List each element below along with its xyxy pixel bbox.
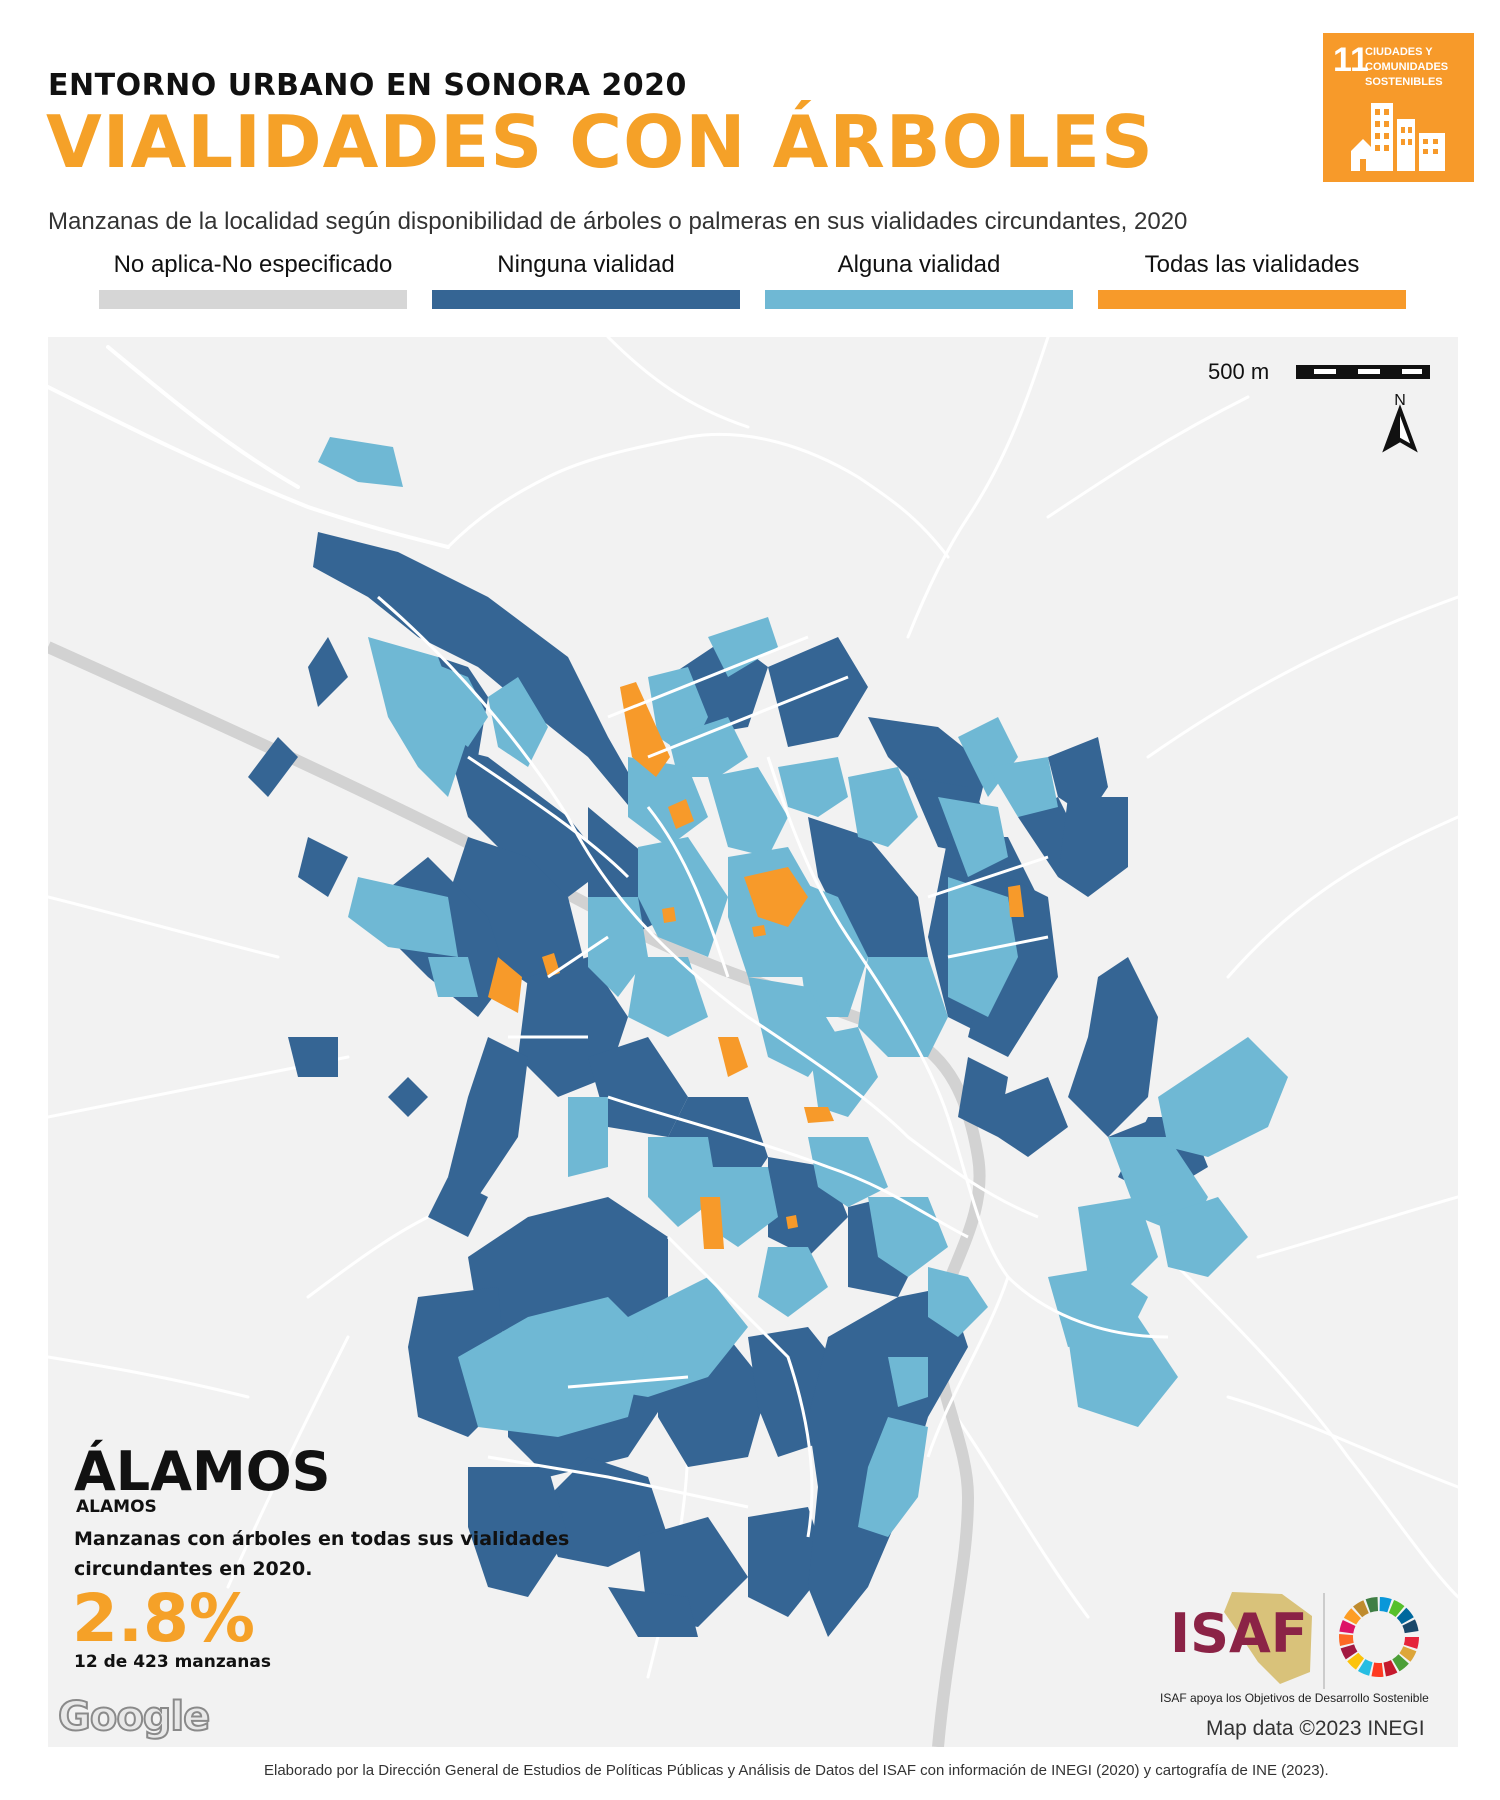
logo-divider [1323,1593,1325,1689]
sdg-11-badge: 11 CIUDADES Y COMUNIDADES SOSTENIBLES [1323,33,1474,182]
legend-swatch [432,290,740,309]
sonora-map-icon [1224,1592,1312,1684]
city-buildings-icon [1351,103,1445,171]
map-canvas[interactable] [48,337,1458,1747]
scale-bar-segment [1402,369,1422,374]
legend-label: Ninguna vialidad [497,251,675,278]
legend-item-ninguna: Ninguna vialidad [432,250,740,309]
legend-label: Todas las vialidades [1144,251,1360,278]
municipality-name: ALAMOS [76,1497,157,1517]
map-attribution: Map data ©2023 INEGI [1206,1717,1425,1740]
scale-label: 500 m [1208,359,1270,384]
legend-item-no-aplica: No aplica-No especificado [99,250,407,309]
subtitle: Manzanas de la localidad según disponibi… [48,208,1188,235]
sdg-number: 11 [1333,41,1369,79]
legend-label: No aplica-No especificado [113,251,393,278]
legend-swatch [765,290,1073,309]
isaf-logo: ISAF [1170,1602,1308,1665]
locality-name: ÁLAMOS [74,1440,331,1503]
google-logo: Google [57,1693,211,1741]
scale-bar-segment [1358,369,1380,374]
legend-swatch [1098,290,1406,309]
legend-swatch [99,290,407,309]
north-arrow-icon [1382,404,1418,453]
legend-label: Alguna vialidad [837,251,1001,278]
stat-count: 12 de 423 manzanas [74,1652,271,1672]
stat-description: Manzanas con árboles en todas sus vialid… [74,1528,570,1580]
legend-item-todas: Todas las vialidades [1098,250,1406,309]
urban-streets [377,595,1169,1538]
sdg-wheel-icon [1339,1597,1419,1677]
isaf-caption: ISAF apoya los Objetivos de Desarrollo S… [1160,1691,1429,1705]
stat-value: 2.8% [72,1580,256,1657]
blocks-alguna [318,437,1288,1537]
north-arrow: N [1380,392,1420,456]
north-label: N [1394,392,1406,409]
page-title: VIALIDADES CON ÁRBOLES [46,100,1154,184]
kicker-title: ENTORNO URBANO EN SONORA 2020 [48,68,687,103]
scale-bar [1296,365,1430,379]
map-svg [48,337,1458,1747]
sdg-label: CIUDADES Y COMUNIDADES SOSTENIBLES [1365,46,1449,88]
credits-note: Elaborado por la Dirección General de Es… [264,1762,1329,1779]
scale-bar-segment [1314,369,1336,374]
legend-item-alguna: Alguna vialidad [765,250,1073,309]
